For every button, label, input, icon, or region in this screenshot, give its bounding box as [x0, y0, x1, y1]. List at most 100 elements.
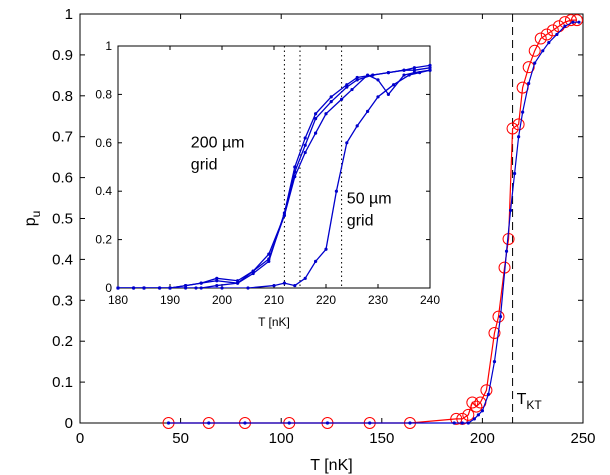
data-point	[512, 118, 525, 131]
data-point	[194, 286, 198, 290]
data-point	[368, 421, 372, 425]
data-point	[329, 100, 333, 104]
data-point	[480, 409, 484, 413]
y-tick-label: 0.2	[52, 333, 73, 350]
data-point	[460, 421, 464, 425]
data-point	[386, 71, 390, 75]
data-point	[452, 421, 456, 425]
data-point	[325, 421, 330, 425]
plot-frame	[117, 45, 431, 289]
data-point	[376, 78, 380, 82]
x-tick-label: 180	[108, 293, 128, 307]
data-point	[293, 165, 297, 169]
data-point	[345, 83, 349, 87]
data-point	[428, 63, 432, 67]
data-point	[303, 143, 307, 147]
data-point	[142, 286, 146, 290]
data-point	[563, 24, 567, 28]
data-point	[314, 259, 318, 263]
tkt-annotation: TKT	[517, 391, 543, 412]
data-point	[345, 141, 349, 145]
data-point	[251, 269, 255, 273]
data-point	[282, 281, 286, 285]
data-point	[236, 279, 240, 283]
data-point	[522, 61, 535, 74]
data-point	[571, 20, 575, 24]
data-point	[533, 61, 537, 65]
data-point	[508, 208, 513, 212]
tkt-annotation-main: T	[517, 391, 527, 408]
inset-annotation-line1: 200 µm	[191, 135, 245, 152]
data-point	[355, 124, 359, 128]
data-point	[466, 396, 479, 409]
data-point	[412, 66, 416, 70]
data-point	[215, 283, 219, 288]
data-point	[492, 310, 505, 323]
data-point	[466, 421, 470, 425]
y-tick-label: 0.3	[52, 292, 73, 309]
data-point	[564, 14, 577, 27]
data-point	[546, 24, 559, 37]
data-point	[199, 281, 203, 285]
data-point	[334, 189, 338, 193]
data-point	[392, 83, 396, 87]
y-tick-label: 1	[105, 39, 112, 53]
data-point	[506, 122, 519, 135]
data-point	[366, 109, 370, 113]
data-point	[345, 85, 349, 89]
data-point	[303, 136, 307, 140]
data-point	[350, 87, 354, 92]
x-tick-label: 200	[470, 430, 495, 447]
inset-annotation-line2: grid	[347, 212, 374, 229]
data-point	[418, 71, 422, 75]
data-point	[540, 28, 553, 41]
data-point	[470, 400, 483, 413]
y-tick-label: 0.4	[52, 251, 73, 268]
data-point	[407, 73, 411, 77]
x-tick-label: 230	[368, 293, 388, 307]
data-point	[462, 408, 475, 421]
data-point	[527, 81, 531, 86]
y-axis-label-main: p	[22, 217, 39, 226]
inset-chart: 180 190 200 210 220 230 240 0 0.2 0.4 0.6 0.8 1 T [nK…	[95, 39, 440, 329]
data-point	[314, 131, 318, 135]
y-tick-label: 0.9	[52, 47, 73, 64]
data-point	[243, 421, 247, 425]
data-point	[555, 32, 559, 37]
data-point	[376, 95, 380, 99]
y-tick-label: 0	[105, 281, 112, 295]
data-point	[303, 150, 307, 155]
data-point	[486, 392, 491, 396]
data-point	[450, 412, 463, 425]
y-tick-label: 0	[65, 415, 73, 432]
data-point	[340, 97, 344, 101]
data-point	[215, 276, 219, 280]
data-point	[547, 41, 551, 45]
data-point	[116, 286, 120, 290]
data-point	[282, 213, 286, 217]
data-point	[541, 49, 545, 53]
inset-annotation-line1: 50 µm	[347, 190, 392, 207]
x-tick-label: 100	[269, 430, 294, 447]
inset-x-axis-label: T [nK]	[258, 315, 290, 329]
x-tick-label: 0	[76, 430, 84, 447]
x-tick-label: 150	[369, 430, 394, 447]
data-point	[412, 68, 416, 72]
y-axis-label-sub: u	[29, 211, 43, 218]
x-axis-label: T [nK]	[310, 457, 352, 474]
data-point	[512, 171, 517, 176]
data-point	[314, 112, 318, 116]
data-point	[386, 92, 390, 96]
data-point	[366, 73, 370, 77]
data-point	[492, 360, 497, 364]
x-tick-label: 220	[316, 293, 336, 307]
y-tick-label: 0.5	[52, 211, 73, 228]
data-point	[534, 32, 547, 45]
data-point	[355, 78, 359, 82]
x-tick-label: 190	[160, 293, 180, 307]
data-point	[521, 110, 525, 114]
data-point	[293, 283, 297, 288]
y-tick-label: 0.8	[95, 87, 112, 101]
tkt-annotation-sub: KT	[526, 398, 542, 412]
data-point	[329, 95, 333, 99]
